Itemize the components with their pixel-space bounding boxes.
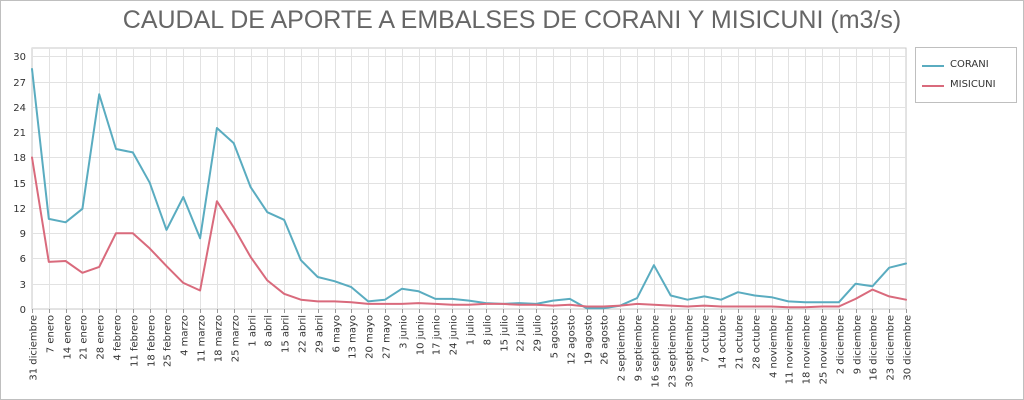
x-tick-label: 4 marzo	[180, 315, 191, 356]
x-tick-label: 2 diciembre	[836, 315, 847, 374]
x-tick-label: 23 septiembre	[668, 315, 679, 388]
x-tick-label: 15 julio	[500, 315, 511, 352]
x-tick-label: 16 septiembre	[651, 315, 662, 388]
x-tick-label: 20 mayo	[365, 315, 376, 359]
y-tick-label: 30	[13, 52, 26, 63]
x-tick-label: 5 agosto	[550, 315, 561, 358]
x-tick-label: 3 junio	[399, 315, 410, 349]
x-tick-label: 30 septiembre	[685, 315, 696, 388]
x-tick-label: 13 mayo	[348, 315, 359, 359]
y-tick-label: 15	[13, 179, 26, 190]
x-tick-label: 6 mayo	[332, 315, 343, 352]
x-tick-label: 19 agosto	[584, 315, 595, 365]
x-tick-label: 7 octubre	[701, 315, 712, 363]
legend-item-corani: CORANI	[916, 58, 1016, 74]
x-tick-label: 18 noviembre	[802, 315, 813, 384]
y-tick-label: 0	[20, 305, 26, 316]
x-tick-label: 4 noviembre	[769, 315, 780, 378]
x-tick-label: 18 marzo	[214, 315, 225, 362]
x-tick-label: 1 abril	[248, 315, 259, 347]
x-tick-label: 30 diciembre	[903, 315, 914, 381]
x-tick-label: 24 junio	[449, 315, 460, 355]
x-tick-label: 14 enero	[63, 315, 74, 360]
y-tick-label: 24	[13, 103, 26, 114]
x-tick-label: 28 octubre	[752, 315, 763, 369]
legend-label-corani: CORANI	[950, 59, 989, 70]
x-tick-label: 17 junio	[432, 315, 443, 355]
x-tick-label: 21 enero	[79, 315, 90, 360]
series-line-corani	[31, 68, 907, 310]
x-tick-label: 25 marzo	[231, 315, 242, 362]
legend-label-misicuni: MISICUNI	[950, 79, 996, 90]
y-tick-label: 27	[13, 78, 26, 89]
x-tick-label: 22 abril	[298, 315, 309, 353]
x-tick-label: 14 octubre	[718, 315, 729, 369]
x-tick-label: 8 julio	[483, 315, 494, 345]
x-tick-label: 10 junio	[416, 315, 427, 355]
y-tick-label: 6	[20, 254, 26, 265]
x-tick-label: 11 noviembre	[785, 315, 796, 384]
y-tick-label: 12	[13, 204, 26, 215]
x-tick-label: 4 febrero	[113, 315, 124, 361]
x-tick-label: 25 noviembre	[819, 315, 830, 384]
x-tick-label: 1 julio	[466, 315, 477, 345]
x-tick-label: 26 agosto	[600, 315, 611, 365]
x-tick-label: 27 mayo	[382, 315, 393, 359]
x-tick-label: 28 enero	[96, 315, 107, 360]
series-line-misicuni	[31, 156, 907, 309]
y-tick-label: 9	[20, 229, 26, 240]
x-tick-label: 11 marzo	[197, 315, 208, 362]
chart-legend: CORANI MISICUNI	[915, 47, 1017, 103]
x-tick-label: 11 febrero	[130, 315, 141, 367]
x-tick-label: 16 diciembre	[869, 315, 880, 381]
chart-title: CAUDAL DE APORTE A EMBALSES DE CORANI Y …	[122, 6, 902, 34]
x-tick-label: 18 febrero	[147, 315, 158, 367]
x-tick-label: 9 diciembre	[853, 315, 864, 374]
x-tick-label: 2 septiembre	[617, 315, 628, 381]
x-tick-label: 29 abril	[315, 315, 326, 353]
legend-swatch-corani	[922, 65, 944, 67]
legend-swatch-misicuni	[922, 85, 944, 87]
y-tick-label: 18	[13, 153, 26, 164]
x-tick-label: 12 agosto	[567, 315, 578, 365]
x-tick-label: 8 abril	[264, 315, 275, 347]
legend-item-misicuni: MISICUNI	[916, 78, 1016, 94]
x-tick-label: 15 abril	[281, 315, 292, 353]
x-tick-label: 29 julio	[533, 315, 544, 352]
x-tick-label: 25 febrero	[163, 315, 174, 367]
x-tick-label: 31 diciembre	[29, 315, 40, 381]
y-tick-label: 21	[13, 128, 26, 139]
x-tick-label: 22 julio	[516, 315, 527, 352]
x-tick-label: 21 octubre	[735, 315, 746, 369]
x-tick-label: 9 septiembre	[634, 315, 645, 381]
x-tick-label: 23 diciembre	[886, 315, 897, 381]
x-tick-label: 7 enero	[46, 315, 57, 353]
y-tick-label: 3	[20, 280, 26, 291]
